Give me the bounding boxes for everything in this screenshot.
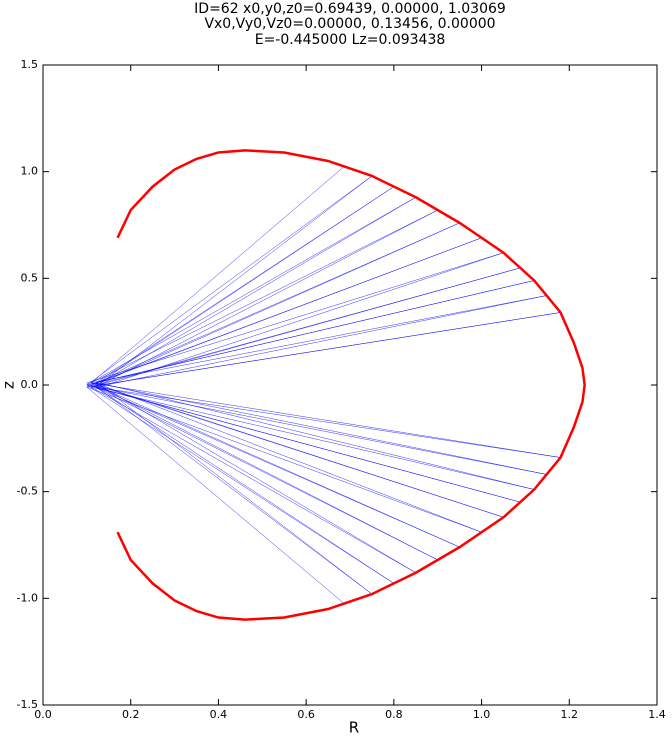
x-tick-label: 0.0	[34, 708, 52, 721]
chart-title: Vx0,Vy0,Vz0=0.00000, 0.13456, 0.00000	[204, 16, 495, 32]
y-tick-label: -1.5	[17, 698, 38, 711]
y-tick-label: 1.5	[21, 58, 39, 71]
y-axis-label: z	[0, 381, 18, 389]
orbit-line	[86, 165, 561, 605]
boundary-curve	[116, 149, 586, 621]
y-tick-label: 0.0	[21, 378, 39, 391]
y-tick-label: -1.0	[17, 591, 38, 604]
x-tick-label: 0.4	[210, 708, 228, 721]
x-tick-label: 1.4	[648, 708, 666, 721]
y-tick-label: -0.5	[17, 485, 38, 498]
y-tick-label: 0.5	[21, 271, 39, 284]
x-tick-label: 0.6	[297, 708, 315, 721]
x-tick-label: 1.2	[561, 708, 579, 721]
x-tick-label: 0.2	[122, 708, 140, 721]
x-tick-label: 1.0	[473, 708, 491, 721]
chart-title: E=-0.445000 Lz=0.093438	[255, 32, 446, 48]
x-tick-label: 0.8	[385, 708, 403, 721]
chart-title: ID=62 x0,y0,z0=0.69439, 0.00000, 1.03069	[194, 1, 506, 17]
y-tick-label: 1.0	[21, 165, 39, 178]
plot-frame	[42, 64, 658, 706]
x-axis-label: R	[349, 719, 359, 736]
